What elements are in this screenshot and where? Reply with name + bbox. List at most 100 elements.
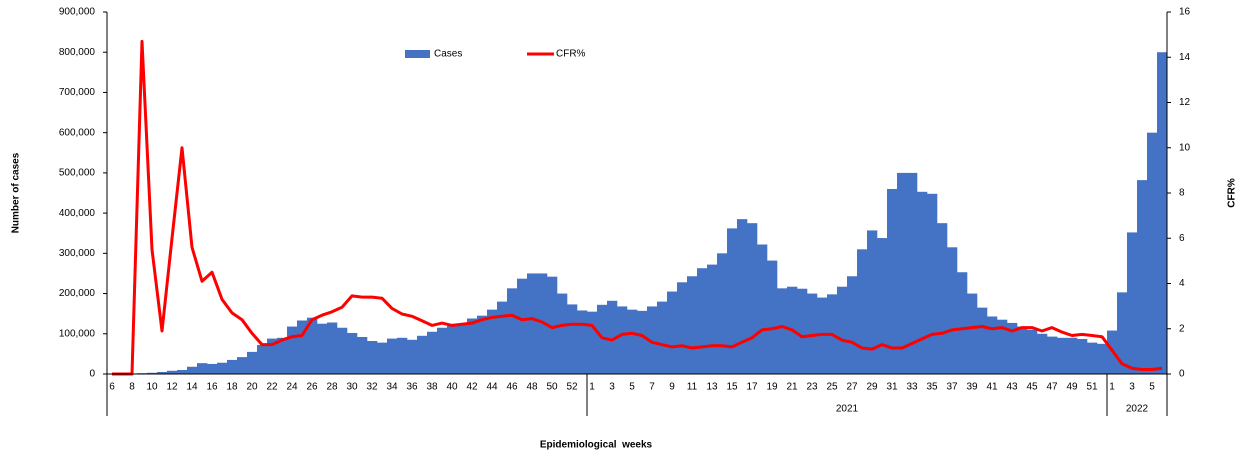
- x-tick-label: 32: [366, 382, 378, 393]
- y-axis-title: Number of cases: [11, 152, 22, 233]
- bar: [597, 304, 608, 374]
- bar: [587, 311, 598, 374]
- bar: [687, 276, 698, 374]
- bar: [737, 219, 748, 374]
- bar: [997, 319, 1008, 374]
- bar: [577, 310, 588, 374]
- year-label: 2021: [836, 404, 859, 415]
- x-tick-label: 26: [306, 382, 318, 393]
- bar: [257, 345, 268, 374]
- bar: [487, 309, 498, 374]
- x-tick-label: 24: [286, 382, 298, 393]
- x-tick-label: 20: [246, 382, 258, 393]
- bar: [1127, 232, 1138, 374]
- x-tick-label: 9: [669, 382, 675, 393]
- x-tick-label: 34: [386, 382, 398, 393]
- x-tick-label: 51: [1086, 382, 1098, 393]
- x-tick-label: 39: [966, 382, 978, 393]
- bar: [807, 293, 818, 374]
- bar: [937, 223, 948, 374]
- bar: [837, 286, 848, 374]
- legend-swatch: [405, 50, 430, 58]
- bar: [1147, 132, 1158, 374]
- bar: [397, 337, 408, 374]
- bar: [1057, 337, 1068, 374]
- bar: [1017, 326, 1028, 374]
- bar: [447, 325, 458, 374]
- x-tick-label: 25: [826, 382, 838, 393]
- bar: [727, 228, 738, 374]
- bar: [557, 293, 568, 374]
- bar: [387, 338, 398, 374]
- bar: [457, 323, 468, 374]
- x-tick-label: 33: [906, 382, 918, 393]
- bar: [297, 320, 308, 374]
- bar: [477, 315, 488, 374]
- x-tick-label: 5: [1149, 382, 1155, 393]
- bar: [717, 253, 728, 374]
- bar: [1137, 180, 1148, 374]
- bar: [947, 247, 958, 374]
- bar: [167, 370, 178, 374]
- bar: [517, 278, 528, 374]
- x-tick-label: 37: [946, 382, 958, 393]
- bar: [307, 317, 318, 374]
- bar: [1067, 337, 1078, 374]
- bar: [237, 357, 248, 374]
- bar: [227, 359, 238, 374]
- bar: [197, 363, 208, 374]
- bar: [1027, 329, 1038, 374]
- y-tick-label: 300,000: [59, 248, 96, 259]
- x-tick-label: 41: [986, 382, 998, 393]
- x-tick-label: 6: [109, 382, 115, 393]
- bar: [417, 335, 428, 374]
- bar: [697, 268, 708, 374]
- y-tick-label: 800,000: [59, 47, 96, 58]
- x-tick-label: 44: [486, 382, 498, 393]
- y-tick-label: 500,000: [59, 168, 96, 179]
- x-tick-label: 7: [649, 382, 655, 393]
- y2-tick-label: 12: [1179, 97, 1191, 108]
- bar: [277, 337, 288, 374]
- y2-tick-label: 16: [1179, 7, 1191, 18]
- bar: [1047, 336, 1058, 374]
- bar: [877, 238, 888, 374]
- bar: [147, 372, 158, 374]
- bar: [707, 264, 718, 374]
- bar: [957, 272, 968, 374]
- bar: [857, 249, 868, 374]
- bar: [987, 316, 998, 374]
- bar: [967, 293, 978, 374]
- bar: [327, 322, 338, 374]
- bar: [627, 309, 638, 374]
- x-tick-label: 36: [406, 382, 418, 393]
- bar: [767, 260, 778, 374]
- bar: [847, 276, 858, 374]
- x-tick-label: 38: [426, 382, 438, 393]
- bar: [347, 332, 358, 374]
- bar: [217, 362, 228, 374]
- x-tick-label: 17: [746, 382, 758, 393]
- x-tick-label: 48: [526, 382, 538, 393]
- bar: [547, 276, 558, 374]
- x-tick-label: 43: [1006, 382, 1018, 393]
- bar: [1087, 342, 1098, 374]
- bar: [247, 351, 258, 374]
- cfr-line: [112, 39, 1163, 376]
- x-tick-label: 3: [1129, 382, 1135, 393]
- bar: [647, 306, 658, 374]
- x-tick-label: 19: [766, 382, 778, 393]
- bar: [1157, 52, 1168, 374]
- bar: [267, 338, 278, 374]
- bar: [287, 326, 298, 374]
- bar: [777, 288, 788, 374]
- x-tick-label: 1: [1109, 382, 1115, 393]
- bar: [927, 193, 938, 374]
- x-tick-label: 31: [886, 382, 898, 393]
- bar: [357, 336, 368, 374]
- x-tick-label: 50: [546, 382, 558, 393]
- bar: [797, 288, 808, 374]
- bar: [367, 341, 378, 374]
- year-label: 2022: [1126, 404, 1149, 415]
